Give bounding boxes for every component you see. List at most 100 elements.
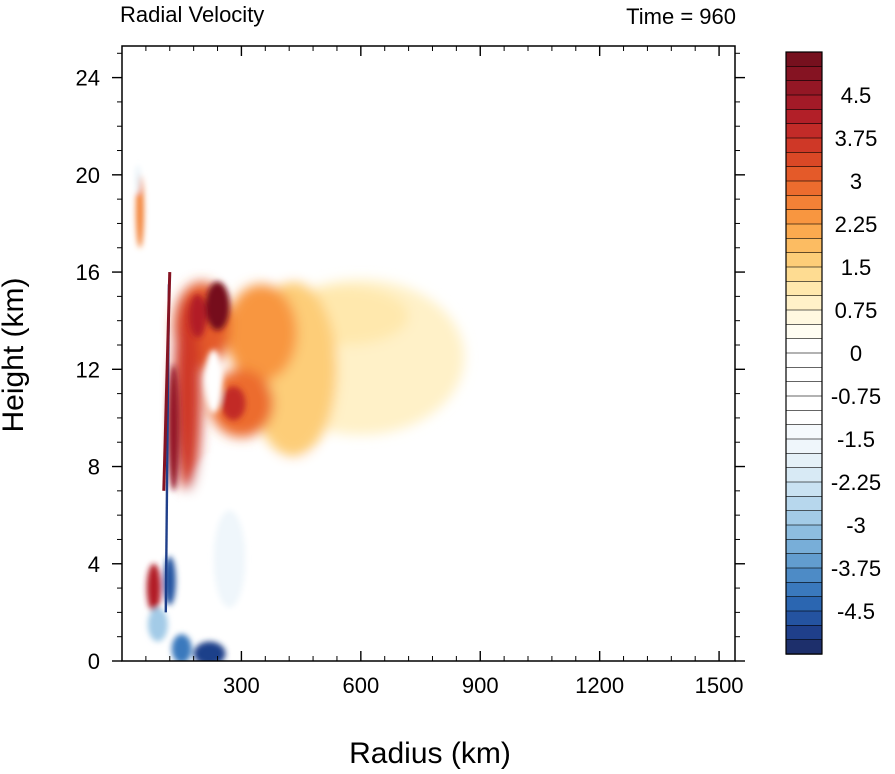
colorbar-cell — [785, 309, 823, 326]
colorbar-label: -2.25 — [831, 470, 881, 495]
colorbar-cell — [785, 295, 823, 311]
y-tick-label: 24 — [76, 66, 100, 91]
colorbar-cell — [785, 66, 823, 82]
colorbar-cell — [785, 467, 823, 483]
colorbar-label: -0.75 — [831, 384, 881, 409]
colorbar-label: -3 — [846, 513, 866, 538]
y-tick-labels: 0 4 8 12 16 20 24 — [76, 66, 100, 674]
colorbar-cell — [785, 109, 823, 125]
colorbar-cell — [785, 223, 823, 240]
colorbar-cell — [785, 367, 823, 383]
colorbar-cell — [785, 338, 823, 354]
colorbar-cell — [785, 281, 823, 297]
colorbar-cell — [785, 424, 823, 440]
colorbar-cell — [785, 381, 823, 397]
colorbar-cell — [785, 567, 823, 584]
colorbar-cell — [785, 395, 823, 412]
colorbar-cell — [785, 137, 823, 154]
x-tick-label: 300 — [223, 673, 260, 698]
colorbar-label: 3 — [850, 169, 862, 194]
colorbar-cell — [785, 639, 823, 655]
colorbar-cell — [785, 582, 823, 598]
colorbar-cell — [785, 596, 823, 612]
colorbar-cell — [785, 252, 823, 268]
bl-inflow — [147, 607, 168, 642]
colorbar-cell — [785, 539, 823, 555]
colorbar-cell — [785, 94, 823, 111]
eyewall-jet — [167, 364, 180, 491]
y-tick-label: 0 — [88, 649, 100, 674]
colorbar-label: -1.5 — [837, 427, 875, 452]
upper-edge-inflow — [135, 165, 141, 195]
colorbar-cell — [785, 610, 823, 627]
x-tick-label: 600 — [342, 673, 379, 698]
colorbar-cell — [785, 209, 823, 225]
colorbar-label: 1.5 — [841, 255, 872, 280]
x-axis-title: Radius (km) — [349, 737, 511, 770]
colorbar — [785, 51, 823, 655]
plot-frame — [121, 45, 736, 662]
chart-title-right: Time = 960 — [626, 4, 736, 29]
colorbar-cell — [785, 238, 823, 254]
y-axis-title: Height (km) — [0, 277, 30, 432]
eyewall-outflow — [173, 296, 202, 491]
mid-inflow — [237, 461, 310, 550]
y-tick-label: 8 — [88, 455, 100, 480]
colorbar-cell — [785, 152, 823, 168]
colorbar-label: 0 — [850, 341, 862, 366]
colorbar-label: -3.75 — [831, 556, 881, 581]
upper-inflow-faint — [631, 189, 672, 219]
colorbar-cell — [785, 496, 823, 512]
low-inflow — [213, 510, 246, 608]
colorbar-cell — [785, 80, 823, 96]
eye-gap — [204, 349, 223, 414]
outflow-orange — [225, 284, 298, 382]
colorbar-cell — [785, 453, 823, 469]
colorbar-cell — [785, 524, 823, 541]
radial-velocity-field — [135, 160, 672, 661]
colorbar-cell — [785, 166, 823, 182]
eyewall-outflow-line — [162, 272, 172, 491]
mid-inflow — [293, 454, 349, 503]
colorbar-cell — [785, 410, 823, 426]
chart-title-left: Radial Velocity — [120, 2, 264, 27]
colorbar-cell — [785, 180, 823, 197]
axis-ticks — [112, 46, 745, 662]
colorbar-label: 3.75 — [835, 126, 878, 151]
colorbar-cell — [785, 438, 823, 455]
colorbar-cell — [785, 510, 823, 526]
low-outflow — [146, 563, 162, 613]
outflow-max — [205, 281, 230, 331]
colorbar-cell — [785, 195, 823, 211]
upper-inflow — [309, 167, 381, 217]
colorbar-cell — [785, 123, 823, 139]
colorbar-cell — [785, 625, 823, 641]
colorbar-label: 0.75 — [835, 298, 878, 323]
surface-inflow — [171, 634, 192, 661]
y-tick-label: 20 — [76, 163, 100, 188]
mid-outflow-core — [221, 386, 246, 421]
upper-inflow — [265, 194, 314, 273]
colorbar-cell — [785, 324, 823, 340]
colorbar-label: 2.25 — [835, 212, 878, 237]
y-tick-label: 16 — [76, 260, 100, 285]
y-tick-label: 12 — [76, 357, 100, 382]
x-tick-label: 1200 — [575, 673, 624, 698]
colorbar-label: -4.5 — [837, 599, 875, 624]
surface-inflow — [193, 641, 226, 661]
colorbar-label: 4.5 — [841, 83, 872, 108]
colorbar-cell — [785, 266, 823, 283]
y-tick-label: 4 — [88, 552, 100, 577]
colorbar-cell — [785, 481, 823, 498]
colorbar-cell — [785, 352, 823, 369]
outflow-core — [188, 293, 207, 338]
mid-inflow — [281, 534, 377, 593]
colorbar-cell — [785, 51, 823, 68]
x-tick-labels: 300 600 900 1200 1500 — [223, 673, 743, 698]
colorbar-cell — [785, 553, 823, 569]
x-tick-label: 900 — [462, 673, 499, 698]
upper-inflow-faint — [464, 160, 576, 200]
colorbar-frame — [785, 51, 823, 655]
x-tick-label: 1500 — [695, 673, 744, 698]
